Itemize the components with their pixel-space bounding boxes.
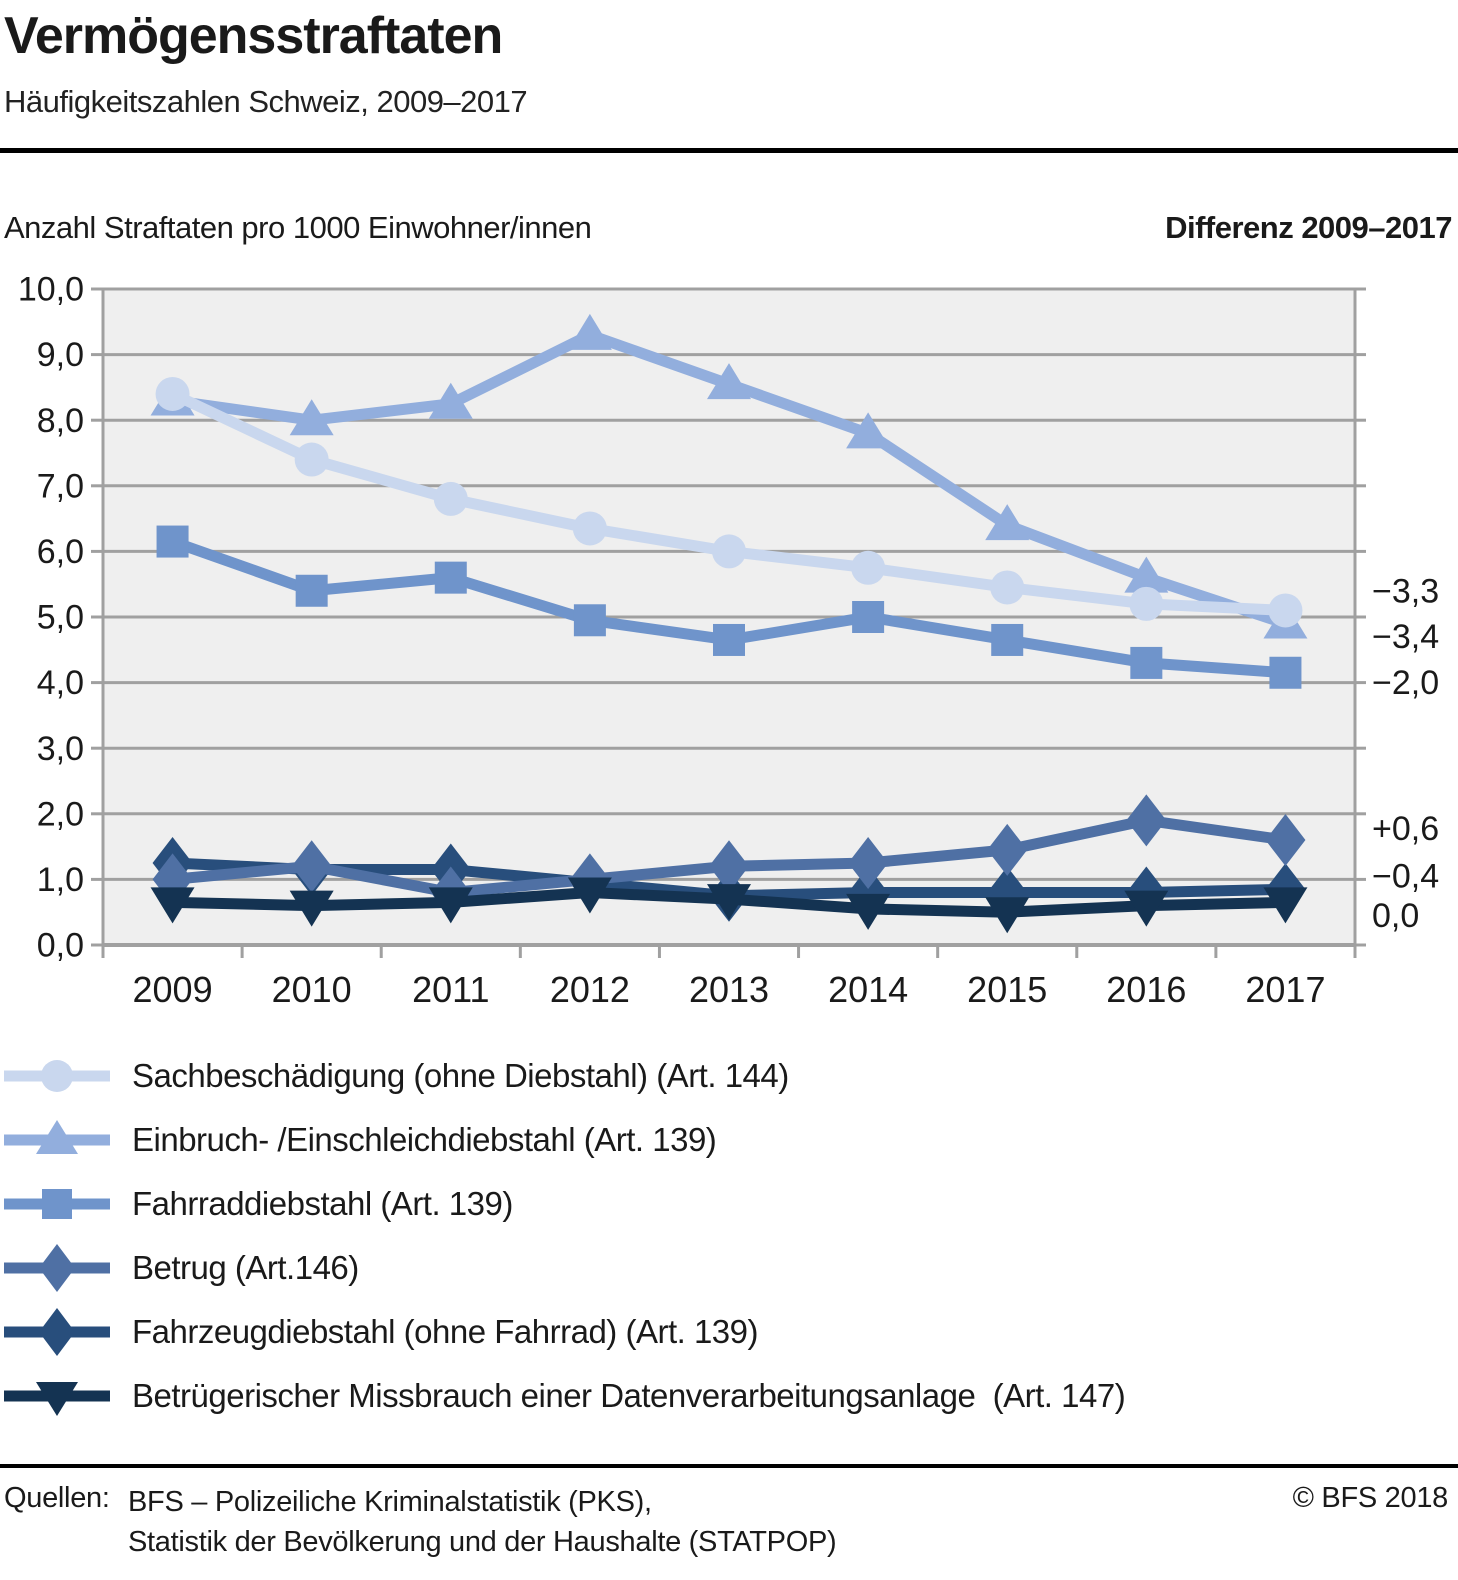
y-axis-heading: Anzahl Straftaten pro 1000 Einwohner/inn… [4, 210, 592, 245]
svg-text:−0,4: −0,4 [1372, 858, 1439, 896]
legend-item: Einbruch- /Einschleichdiebstahl (Art. 13… [4, 1108, 1444, 1172]
footer: Quellen: BFS – Polizeiliche Kriminalstat… [4, 1482, 1454, 1562]
series-marker-icon [4, 1120, 110, 1154]
page-subtitle: Häufigkeitszahlen Schweiz, 2009–2017 [4, 84, 528, 119]
legend-label: Betrügerischer Missbrauch einer Datenver… [132, 1377, 1126, 1414]
svg-text:4,0: 4,0 [37, 664, 84, 702]
legend-label: Einbruch- /Einschleichdiebstahl (Art. 13… [132, 1121, 717, 1158]
svg-text:9,0: 9,0 [37, 336, 84, 374]
svg-text:−3,4: −3,4 [1372, 618, 1439, 656]
svg-text:2017: 2017 [1245, 969, 1325, 1010]
series-0 [155, 376, 1303, 628]
svg-text:2009: 2009 [133, 969, 213, 1010]
series-5 [150, 877, 1308, 934]
series-marker-icon [4, 1189, 110, 1219]
svg-text:10,0: 10,0 [18, 271, 84, 309]
series-2 [156, 525, 1302, 689]
svg-text:2010: 2010 [272, 969, 352, 1010]
chart-canvas: 0,0 1,0 2,0 3,0 4,0 5,0 6,0 7,0 8,0 9,0 10,0 2009 20… [18, 271, 1439, 1010]
svg-text:3,0: 3,0 [37, 730, 84, 768]
svg-text:8,0: 8,0 [37, 402, 84, 440]
legend-label: Fahrzeugdiebstahl (ohne Fahrrad) (Art. 1… [132, 1313, 759, 1350]
top-divider [0, 148, 1458, 153]
svg-text:0,0: 0,0 [1372, 897, 1419, 935]
legend-item: Betrug (Art.146) [4, 1236, 1444, 1300]
svg-text:2011: 2011 [412, 969, 489, 1010]
page-title: Vermögensstraftaten [4, 7, 503, 65]
svg-text:1,0: 1,0 [37, 861, 84, 899]
svg-text:−2,0: −2,0 [1372, 664, 1439, 702]
svg-text:6,0: 6,0 [37, 533, 84, 571]
svg-text:+0,6: +0,6 [1372, 810, 1439, 848]
series-marker-icon [4, 1308, 110, 1356]
source-line-1: BFS – Polizeiliche Kriminalstatistik (PK… [128, 1486, 652, 1518]
svg-text:5,0: 5,0 [37, 599, 84, 637]
legend-item: Sachbeschädigung (ohne Diebstahl) (Art. … [4, 1044, 1444, 1108]
difference-heading: Differenz 2009–2017 [1165, 210, 1452, 245]
legend-item: Fahrzeugdiebstahl (ohne Fahrrad) (Art. 1… [4, 1300, 1444, 1364]
legend-item: Fahrraddiebstahl (Art. 139) [4, 1172, 1444, 1236]
svg-text:−3,3: −3,3 [1372, 572, 1439, 610]
legend-label: Fahrraddiebstahl (Art. 139) [132, 1185, 513, 1222]
series-marker-icon [4, 1060, 110, 1092]
series-marker-icon [4, 1244, 110, 1292]
copyright-note: © BFS 2018 [1292, 1482, 1449, 1514]
svg-text:2013: 2013 [689, 969, 769, 1010]
chart-legend: Sachbeschädigung (ohne Diebstahl) (Art. … [4, 1044, 1444, 1428]
legend-label: Sachbeschädigung (ohne Diebstahl) (Art. … [132, 1057, 789, 1094]
line-chart: 0,0 1,0 2,0 3,0 4,0 5,0 6,0 7,0 8,0 9,0 10,0 2009 20… [0, 260, 1458, 1020]
svg-text:2012: 2012 [550, 969, 630, 1010]
source-line-2: Statistik der Bevölkerung und der Hausha… [128, 1526, 837, 1558]
svg-text:2,0: 2,0 [37, 795, 84, 833]
svg-text:7,0: 7,0 [37, 467, 84, 505]
svg-text:2015: 2015 [967, 969, 1047, 1010]
bottom-divider [0, 1464, 1458, 1468]
legend-label: Betrug (Art.146) [132, 1249, 359, 1286]
legend-item: Betrügerischer Missbrauch einer Datenver… [4, 1364, 1444, 1428]
svg-text:2016: 2016 [1106, 969, 1186, 1010]
sources-label: Quellen: [4, 1482, 110, 1514]
svg-text:2014: 2014 [828, 969, 908, 1010]
svg-text:0,0: 0,0 [37, 927, 84, 965]
series-marker-icon [4, 1382, 110, 1416]
